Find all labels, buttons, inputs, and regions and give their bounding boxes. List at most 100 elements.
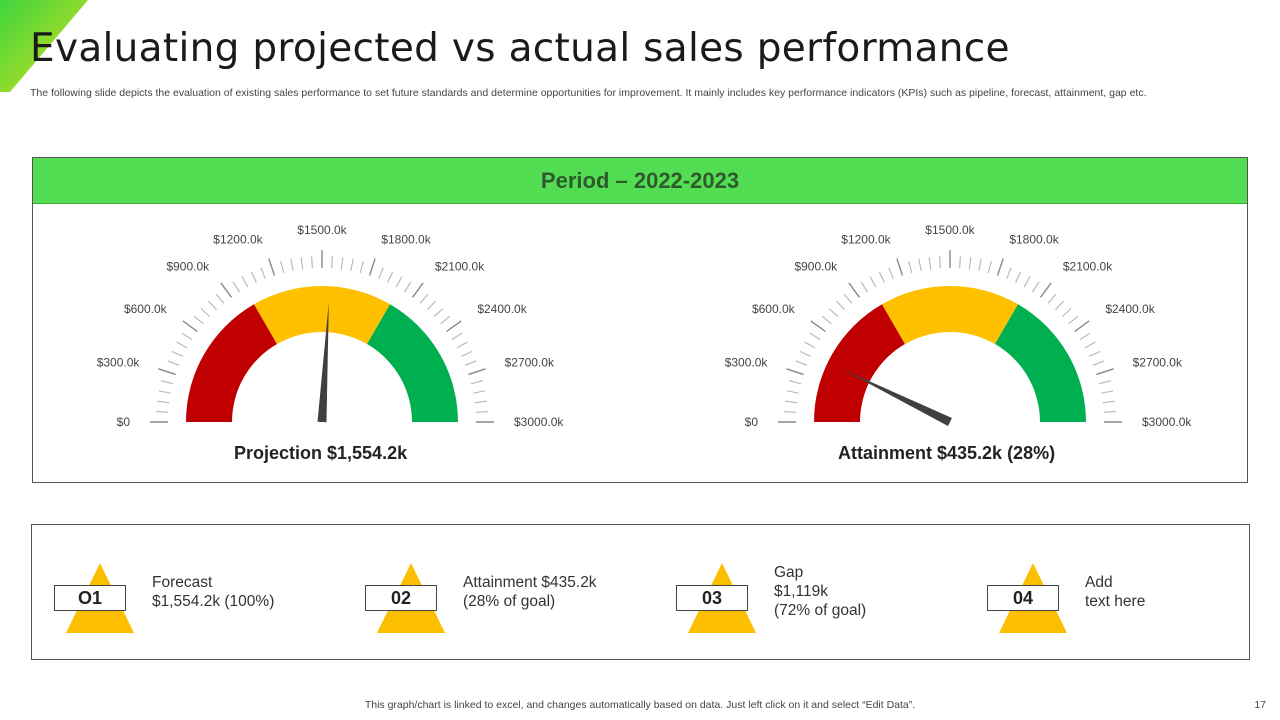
gauge-minor-tick — [835, 300, 845, 311]
gauge-minor-tick — [928, 257, 932, 270]
gauge-minor-tick — [789, 380, 801, 385]
gauge-minor-tick — [300, 257, 304, 270]
gauge-minor-tick — [1102, 400, 1115, 404]
projection-caption: Projection $1,554.2k — [234, 443, 408, 463]
kpi-summary-box: O1 Forecast $1,554.2k (100%) 02 Attainme… — [31, 524, 1250, 660]
gauge-minor-tick — [451, 332, 463, 340]
gauge-band-1 — [882, 286, 1018, 345]
gauge-minor-tick — [156, 411, 169, 413]
gauge-minor-tick — [378, 267, 384, 280]
gauge-minor-tick — [280, 261, 285, 273]
gauge-minor-tick — [821, 315, 832, 325]
gauge-tick-label: $300.0k — [725, 356, 769, 370]
gauge-tick-label: $2100.0k — [435, 260, 485, 274]
gauge-minor-tick — [888, 267, 894, 280]
gauge-panel: Period – 2022-2023 $0 $300.0k $600.0k $900.… — [32, 157, 1248, 483]
gauge-minor-tick — [1084, 341, 1096, 349]
attainment-gauge[interactable]: $0 $300.0k $600.0k $900.0k$1200.0k $1500.0k $… — [661, 158, 1261, 484]
gauge-major-tick — [220, 282, 233, 298]
projection-gauge[interactable]: $0 $300.0k $600.0k $900.0k$1200.0k $1500.0k $… — [33, 158, 633, 484]
period-header: Period – 2022-2023 — [33, 158, 1247, 204]
gauge-minor-tick — [918, 258, 922, 271]
kpi-number: 02 — [365, 585, 437, 611]
gauge-minor-tick — [978, 258, 982, 271]
gauge-major-tick — [182, 320, 198, 333]
gauge-minor-tick — [799, 350, 811, 357]
kpi-text: Forecast $1,554.2k (100%) — [152, 574, 275, 610]
gauge-minor-tick — [241, 276, 249, 288]
kpi-number: 03 — [676, 585, 748, 611]
gauge-minor-tick — [939, 256, 941, 269]
gauge-minor-tick — [181, 332, 193, 340]
gauge-minor-tick — [359, 261, 364, 273]
gauge-minor-tick — [157, 400, 170, 404]
gauge-minor-tick — [959, 256, 961, 269]
gauge-major-tick — [1096, 368, 1114, 376]
gauge-tick-label: $2400.0k — [1105, 302, 1155, 316]
kpi-text: Gap $1,119k (72% of goal) — [774, 564, 867, 619]
slide-title: Evaluating projected vs actual sales per… — [30, 26, 1010, 71]
gauge-minor-tick — [207, 300, 217, 311]
gauge-minor-tick — [786, 390, 799, 394]
gauge-minor-tick — [1103, 411, 1116, 413]
gauge-band-2 — [995, 304, 1086, 422]
footer-note: This graph/chart is linked to excel, and… — [364, 699, 916, 711]
gauge-tick-label: $900.0k — [166, 260, 210, 274]
gauge-tick-label: $3000.0k — [1142, 415, 1192, 429]
gauge-minor-tick — [395, 276, 403, 288]
gauge-minor-tick — [860, 281, 868, 293]
gauge-minor-tick — [464, 360, 477, 366]
gauge-minor-tick — [1023, 276, 1031, 288]
gauge-minor-tick — [433, 307, 444, 317]
attainment-caption: Attainment $435.2k (28%) — [838, 443, 1056, 463]
gauge-tick-label: $1200.0k — [213, 232, 263, 246]
gauge-minor-tick — [171, 350, 183, 357]
gauge-tick-label: $0 — [117, 415, 131, 429]
gauge-minor-tick — [350, 258, 354, 271]
gauge-major-tick — [896, 258, 904, 276]
gauge-minor-tick — [785, 400, 798, 404]
gauge-minor-tick — [804, 341, 816, 349]
gauge-minor-tick — [1089, 350, 1101, 357]
gauge-minor-tick — [215, 293, 225, 304]
corner-accent-shape — [0, 0, 88, 92]
gauge-major-tick — [268, 258, 276, 276]
gauge-tick-label: $2700.0k — [505, 356, 555, 370]
gauge-minor-tick — [987, 261, 992, 273]
gauge-minor-tick — [1047, 293, 1057, 304]
gauge-minor-tick — [784, 411, 797, 413]
gauge-minor-tick — [340, 257, 344, 270]
gauge-minor-tick — [461, 350, 473, 357]
kpi-number: 04 — [987, 585, 1059, 611]
gauge-needle — [317, 302, 329, 423]
page-number: 17 — [1254, 699, 1266, 711]
gauge-minor-tick — [471, 380, 483, 385]
gauge-minor-tick — [475, 411, 488, 413]
gauge-major-tick — [368, 258, 376, 276]
gauge-tick-label: $2700.0k — [1133, 356, 1183, 370]
gauge-tick-label: $1500.0k — [925, 223, 975, 237]
gauge-minor-tick — [1032, 281, 1040, 293]
gauge-tick-label: $3000.0k — [514, 415, 564, 429]
gauge-minor-tick — [828, 307, 839, 317]
gauge-minor-tick — [311, 256, 313, 269]
gauge-tick-label: $0 — [745, 415, 759, 429]
gauge-minor-tick — [1015, 271, 1022, 283]
gauge-minor-tick — [1099, 380, 1111, 385]
gauge-major-tick — [786, 368, 804, 376]
gauge-band-0 — [814, 304, 905, 422]
gauge-needle — [842, 369, 952, 427]
gauge-minor-tick — [260, 267, 266, 280]
gauge-minor-tick — [795, 360, 808, 366]
gauge-minor-tick — [1068, 315, 1079, 325]
gauge-minor-tick — [200, 307, 211, 317]
gauge-major-tick — [411, 282, 424, 298]
gauge-major-tick — [446, 320, 462, 333]
gauge-minor-tick — [387, 271, 394, 283]
gauge-minor-tick — [809, 332, 821, 340]
gauge-tick-label: $900.0k — [794, 260, 838, 274]
gauge-tick-label: $300.0k — [97, 356, 141, 370]
gauge-tick-label: $1500.0k — [297, 223, 347, 237]
gauge-minor-tick — [404, 281, 412, 293]
gauge-minor-tick — [1079, 332, 1091, 340]
